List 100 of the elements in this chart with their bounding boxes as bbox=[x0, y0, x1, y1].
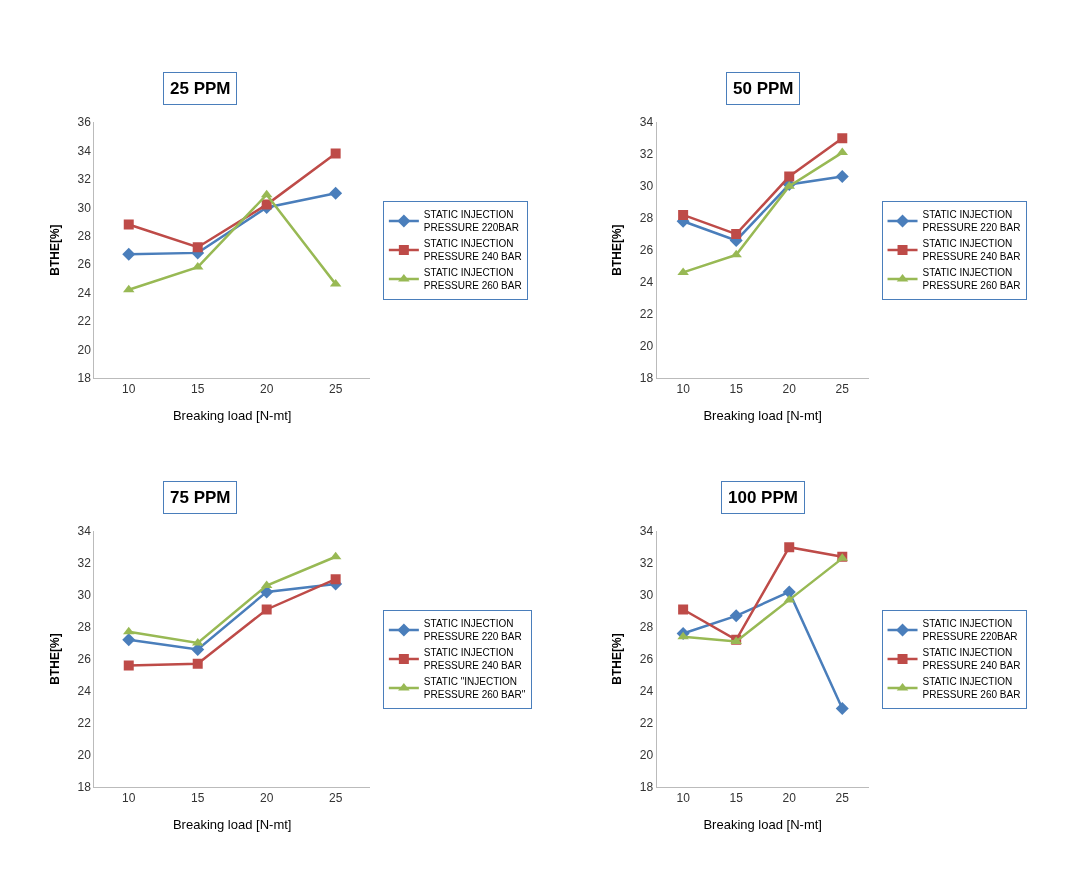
y-tick-label: 26 bbox=[639, 652, 654, 667]
point bbox=[330, 148, 341, 159]
y-tick-label: 30 bbox=[639, 588, 654, 603]
point bbox=[122, 633, 136, 647]
y-axis-title: BTHE[%] bbox=[610, 633, 625, 685]
y-tick-label: 18 bbox=[77, 371, 92, 386]
y-tick-label: 26 bbox=[77, 652, 92, 667]
point bbox=[123, 660, 134, 671]
y-tick-label: 20 bbox=[639, 339, 654, 354]
legend-label: STATIC INJECTION PRESSURE 240 BAR bbox=[922, 647, 1021, 672]
x-tick-label: 25 bbox=[328, 791, 343, 806]
x-tick-label: 25 bbox=[835, 382, 850, 397]
chart-title: 75 PPM bbox=[170, 488, 231, 507]
y-tick-label: 18 bbox=[77, 780, 92, 794]
x-tick-label: 20 bbox=[260, 382, 274, 397]
x-tick-label: 15 bbox=[729, 382, 744, 397]
legend-label: STATIC INJECTION PRESSURE 260 BAR bbox=[423, 267, 522, 292]
x-tick-label: 15 bbox=[191, 791, 205, 806]
y-tick-label: 18 bbox=[639, 371, 654, 386]
legend-label: STATIC INJECTION PRESSURE 240 BAR bbox=[922, 238, 1021, 263]
y-tick-label: 32 bbox=[77, 556, 92, 571]
legend-label: STATIC "INJECTION PRESSURE 260 BAR" bbox=[423, 676, 526, 701]
point bbox=[261, 199, 272, 210]
point bbox=[330, 574, 341, 585]
point bbox=[835, 702, 849, 716]
point bbox=[731, 229, 742, 240]
x-tick-label: 10 bbox=[122, 791, 136, 806]
y-tick-label: 24 bbox=[77, 684, 92, 699]
x-tick-label: 25 bbox=[328, 382, 343, 397]
x-tick-label: 20 bbox=[782, 382, 797, 397]
point bbox=[678, 604, 689, 615]
legend-label: STATIC INJECTION PRESSURE 260 BAR bbox=[922, 676, 1021, 701]
point bbox=[784, 542, 795, 553]
y-tick-label: 20 bbox=[77, 748, 92, 763]
y-tick-label: 24 bbox=[77, 285, 92, 300]
x-tick-label: 10 bbox=[676, 791, 691, 806]
y-axis-title: BTHE[%] bbox=[47, 633, 62, 685]
legend-label: STATIC INJECTION PRESSURE 220BAR bbox=[423, 209, 519, 234]
legend-label: STATIC INJECTION PRESSURE 220BAR bbox=[922, 618, 1018, 643]
point bbox=[261, 604, 272, 615]
y-tick-label: 28 bbox=[77, 229, 92, 244]
y-tick-label: 24 bbox=[639, 684, 654, 699]
y-tick-label: 34 bbox=[77, 524, 92, 539]
y-tick-label: 22 bbox=[639, 307, 654, 322]
x-tick-label: 20 bbox=[260, 791, 274, 806]
point bbox=[678, 209, 689, 220]
legend-label: STATIC INJECTION PRESSURE 260 BAR bbox=[922, 267, 1021, 292]
point bbox=[729, 609, 743, 623]
point bbox=[837, 133, 848, 144]
legend-label: STATIC INJECTION PRESSURE 240 BAR bbox=[423, 647, 522, 672]
point bbox=[835, 170, 849, 184]
x-tick-label: 20 bbox=[782, 791, 797, 806]
y-tick-label: 34 bbox=[639, 115, 654, 130]
point bbox=[123, 219, 134, 230]
y-tick-label: 20 bbox=[639, 748, 654, 763]
x-tick-label: 15 bbox=[729, 791, 744, 806]
y-tick-label: 34 bbox=[639, 524, 654, 539]
x-axis-title: Breaking load [N-mt] bbox=[703, 407, 822, 423]
point bbox=[192, 242, 203, 253]
y-tick-label: 30 bbox=[639, 179, 654, 194]
y-tick-label: 22 bbox=[639, 716, 654, 731]
point bbox=[677, 631, 689, 640]
y-tick-label: 32 bbox=[77, 172, 92, 187]
legend-label: STATIC INJECTION PRESSURE 220 BAR bbox=[423, 618, 522, 643]
chart-title: 25 PPM bbox=[170, 79, 231, 98]
y-tick-label: 24 bbox=[639, 275, 654, 290]
y-tick-label: 30 bbox=[77, 200, 92, 215]
x-tick-label: 15 bbox=[191, 382, 205, 397]
y-tick-label: 20 bbox=[77, 342, 92, 357]
y-tick-label: 28 bbox=[77, 620, 92, 635]
y-axis-title: BTHE[%] bbox=[47, 224, 62, 276]
point bbox=[122, 247, 136, 261]
x-tick-label: 25 bbox=[835, 791, 850, 806]
point bbox=[329, 186, 343, 200]
y-tick-label: 36 bbox=[77, 115, 92, 130]
y-tick-label: 18 bbox=[639, 780, 654, 794]
y-tick-label: 34 bbox=[77, 143, 92, 158]
legend-label: STATIC INJECTION PRESSURE 220 BAR bbox=[922, 209, 1021, 234]
x-axis-title: Breaking load [N-mt] bbox=[172, 816, 292, 832]
point bbox=[730, 249, 742, 258]
legend-label: STATIC INJECTION PRESSURE 240 BAR bbox=[423, 238, 522, 263]
y-tick-label: 26 bbox=[77, 257, 92, 272]
y-tick-label: 30 bbox=[77, 588, 92, 603]
y-tick-label: 32 bbox=[639, 556, 654, 571]
x-tick-label: 10 bbox=[122, 382, 136, 397]
y-tick-label: 22 bbox=[77, 314, 92, 329]
y-tick-label: 28 bbox=[639, 211, 654, 226]
y-tick-label: 22 bbox=[77, 716, 92, 731]
chart-title: 50 PPM bbox=[733, 79, 794, 98]
y-tick-label: 28 bbox=[639, 620, 654, 635]
y-tick-label: 32 bbox=[639, 147, 654, 162]
point bbox=[782, 585, 796, 599]
point bbox=[783, 594, 795, 603]
x-axis-title: Breaking load [N-mt] bbox=[703, 816, 822, 832]
y-tick-label: 26 bbox=[639, 243, 654, 258]
x-axis-title: Breaking load [N-mt] bbox=[172, 407, 292, 423]
y-axis-title: BTHE[%] bbox=[610, 224, 625, 276]
point bbox=[192, 658, 203, 669]
point bbox=[784, 171, 795, 182]
chart-title: 100 PPM bbox=[728, 488, 798, 507]
